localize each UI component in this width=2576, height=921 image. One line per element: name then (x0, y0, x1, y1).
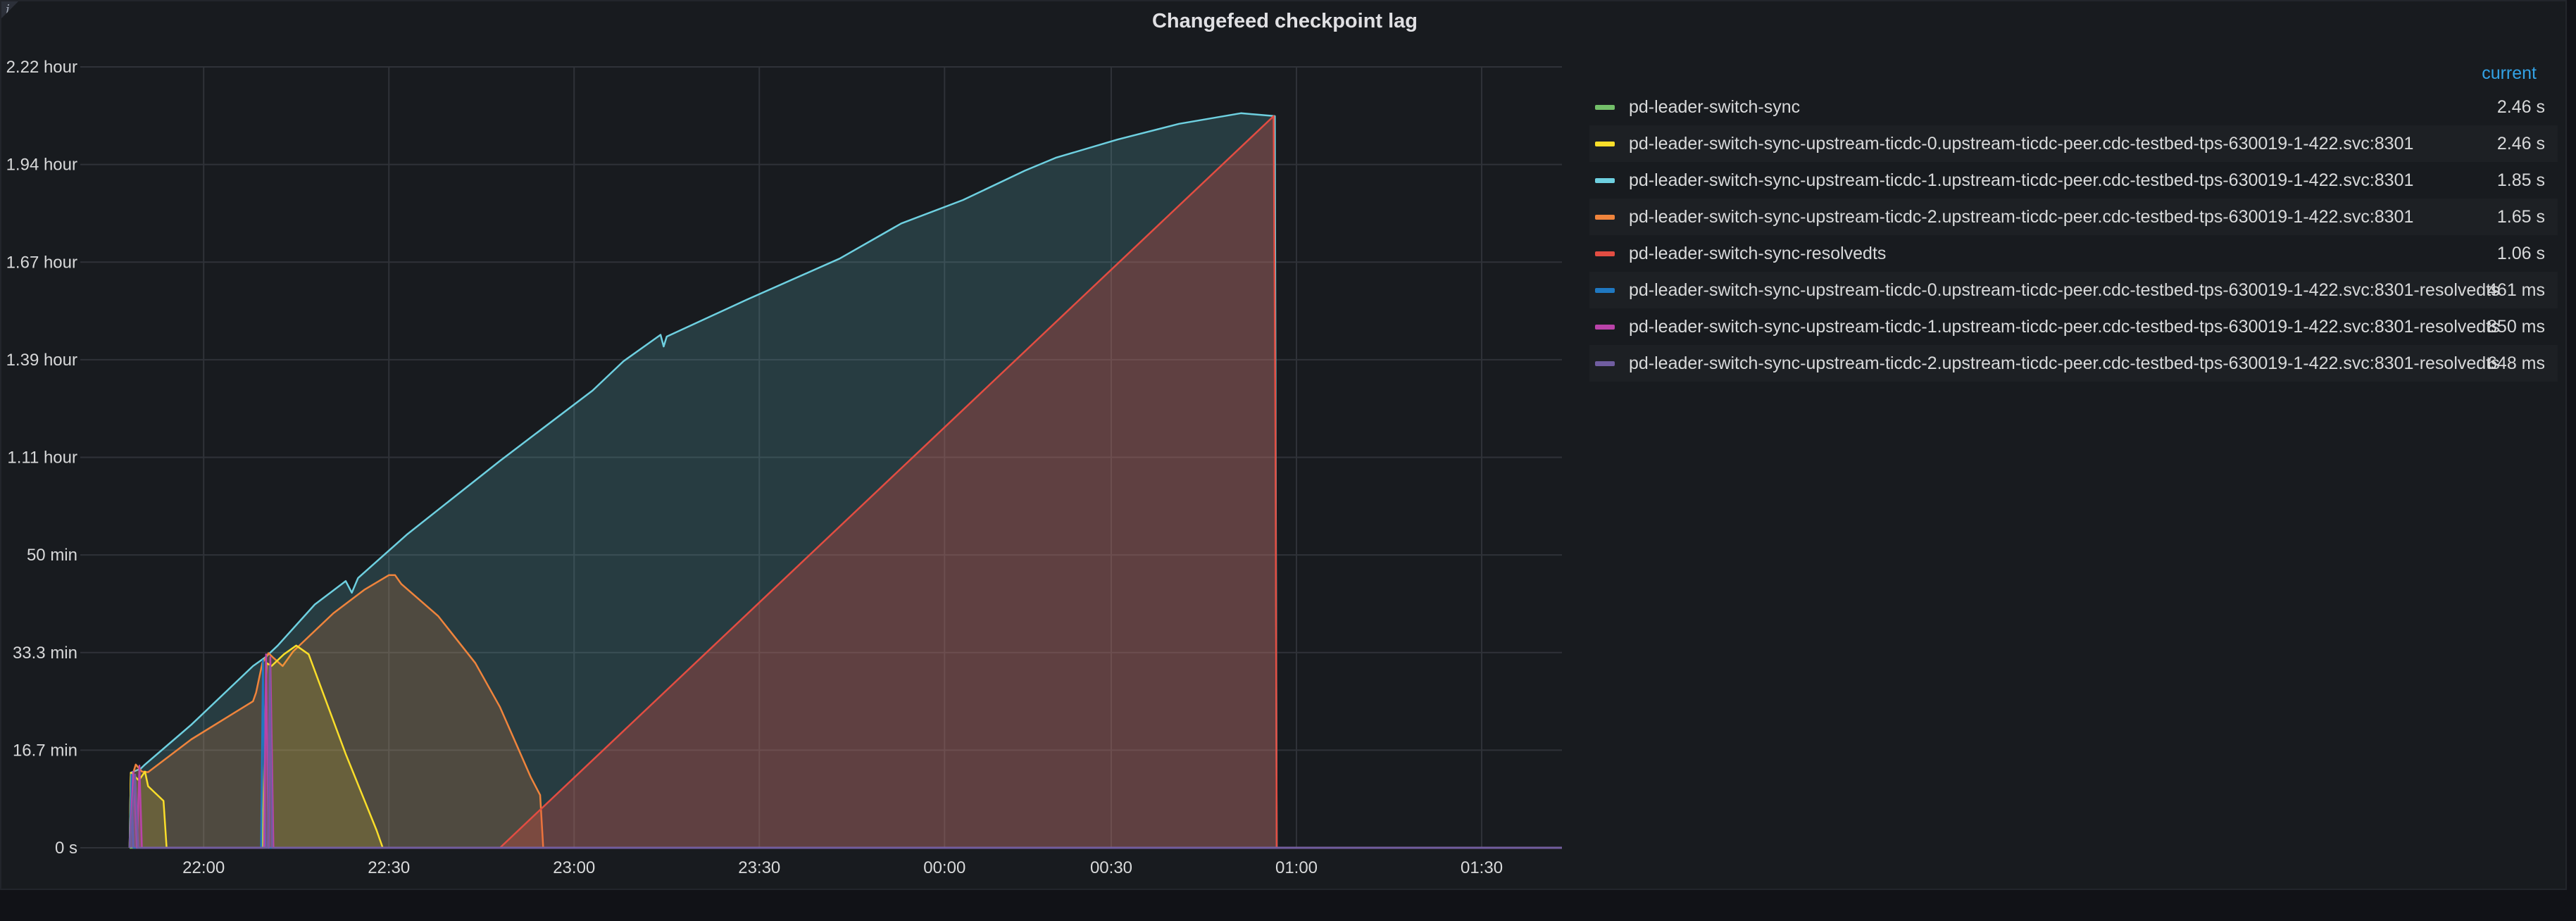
series-line[interactable] (128, 112, 1562, 849)
legend-series-name[interactable]: pd-leader-switch-sync-upstream-ticdc-1.u… (1629, 170, 2414, 190)
x-tick-label: 01:00 (1275, 858, 1318, 877)
legend-item[interactable]: pd-leader-switch-sync-upstream-ticdc-2.u… (1589, 345, 2558, 382)
legend-item[interactable]: pd-leader-switch-sync-upstream-ticdc-1.u… (1589, 162, 2558, 199)
legend-swatch[interactable] (1595, 324, 1615, 330)
legend-current-value: 648 ms (2487, 353, 2545, 373)
y-tick-label: 16.7 min (13, 741, 77, 760)
legend-swatch[interactable] (1595, 141, 1615, 146)
legend-series-name[interactable]: pd-leader-switch-sync-upstream-ticdc-0.u… (1629, 133, 2414, 154)
x-tick-label: 23:00 (553, 858, 595, 877)
legend-swatch[interactable] (1595, 214, 1615, 220)
legend-current-value: 461 ms (2487, 280, 2545, 300)
legend-series-name[interactable]: pd-leader-switch-sync (1629, 96, 1801, 117)
x-tick-label: 00:00 (923, 858, 965, 877)
legend-series-name[interactable]: pd-leader-switch-sync-upstream-ticdc-2.u… (1629, 206, 2414, 227)
series-area (130, 115, 1562, 848)
legend-current-value: 1.85 s (2496, 170, 2545, 190)
series-line[interactable] (128, 665, 1562, 849)
legend-item[interactable]: pd-leader-switch-sync-upstream-ticdc-2.u… (1589, 199, 2558, 235)
legend-item[interactable]: pd-leader-switch-sync-upstream-ticdc-0.u… (1589, 272, 2558, 308)
y-axis: 0 s 16.7 min 33.3 min 50 min 1.11 hour 1.39 h… (6, 58, 77, 858)
legend-item[interactable]: pd-leader-switch-sync-resolvedts 1.06 s (1589, 235, 2558, 272)
legend-current-value: 2.46 s (2496, 133, 2545, 154)
legend-series-name[interactable]: pd-leader-switch-sync-upstream-ticdc-2.u… (1629, 353, 2500, 373)
legend-rows: pd-leader-switch-sync 2.46 s pd-leader-swi… (1589, 89, 2558, 382)
y-tick-label: 0 s (55, 839, 77, 858)
y-tick-label: 2.22 hour (6, 58, 77, 77)
y-tick-label: 1.94 hour (6, 156, 77, 175)
x-tick-label: 23:30 (738, 858, 780, 877)
x-tick-label: 01:30 (1461, 858, 1503, 877)
legend-current-value: 1.06 s (2496, 243, 2545, 263)
y-tick-label: 1.67 hour (6, 253, 77, 272)
legend-series-name[interactable]: pd-leader-switch-sync-resolvedts (1629, 243, 1887, 263)
panel-title[interactable]: Changefeed checkpoint lag (1151, 10, 1418, 32)
legend-item[interactable]: pd-leader-switch-sync 2.46 s (1589, 89, 2558, 125)
legend-header: current (1589, 58, 2558, 89)
chart-legend: current pd-leader-switch-sync 2.46 s pd-le… (1589, 58, 2558, 382)
legend-item[interactable]: pd-leader-switch-sync-upstream-ticdc-0.u… (1589, 125, 2558, 162)
legend-swatch[interactable] (1595, 104, 1615, 110)
series-area (130, 575, 1562, 848)
x-axis: 22:00 22:30 23:00 23:30 00:00 00:30 01:00 01:30 (182, 858, 1503, 877)
y-tick-label: 1.39 hour (6, 351, 77, 370)
x-tick-label: 22:30 (368, 858, 410, 877)
legend-current-value: 2.46 s (2496, 96, 2545, 117)
series-line[interactable] (128, 574, 1562, 849)
chart-panel: i Changefeed checkpoint lag 0 s 16.7 min 3… (0, 0, 2567, 890)
legend-column-current[interactable]: current (2482, 63, 2537, 83)
legend-series-name[interactable]: pd-leader-switch-sync-upstream-ticdc-1.u… (1629, 316, 2500, 337)
legend-series-name[interactable]: pd-leader-switch-sync-upstream-ticdc-0.u… (1629, 280, 2500, 300)
legend-swatch[interactable] (1595, 177, 1615, 183)
series-area (130, 113, 1562, 848)
x-tick-label: 00:30 (1090, 858, 1132, 877)
x-tick-label: 22:00 (182, 858, 225, 877)
y-tick-label: 50 min (27, 546, 77, 565)
legend-current-value: 1.65 s (2496, 206, 2545, 227)
legend-swatch[interactable] (1595, 361, 1615, 366)
chart-plot[interactable]: 0 s 16.7 min 33.3 min 50 min 1.11 hour 1.39 h… (1, 1, 1579, 891)
legend-swatch[interactable] (1595, 287, 1615, 293)
y-tick-label: 1.11 hour (7, 449, 77, 468)
y-tick-label: 33.3 min (13, 644, 77, 663)
chart-grid (80, 66, 1562, 848)
legend-swatch[interactable] (1595, 251, 1615, 256)
legend-current-value: 850 ms (2487, 316, 2545, 337)
chart-series (128, 112, 1562, 849)
legend-item[interactable]: pd-leader-switch-sync-upstream-ticdc-1.u… (1589, 308, 2558, 345)
